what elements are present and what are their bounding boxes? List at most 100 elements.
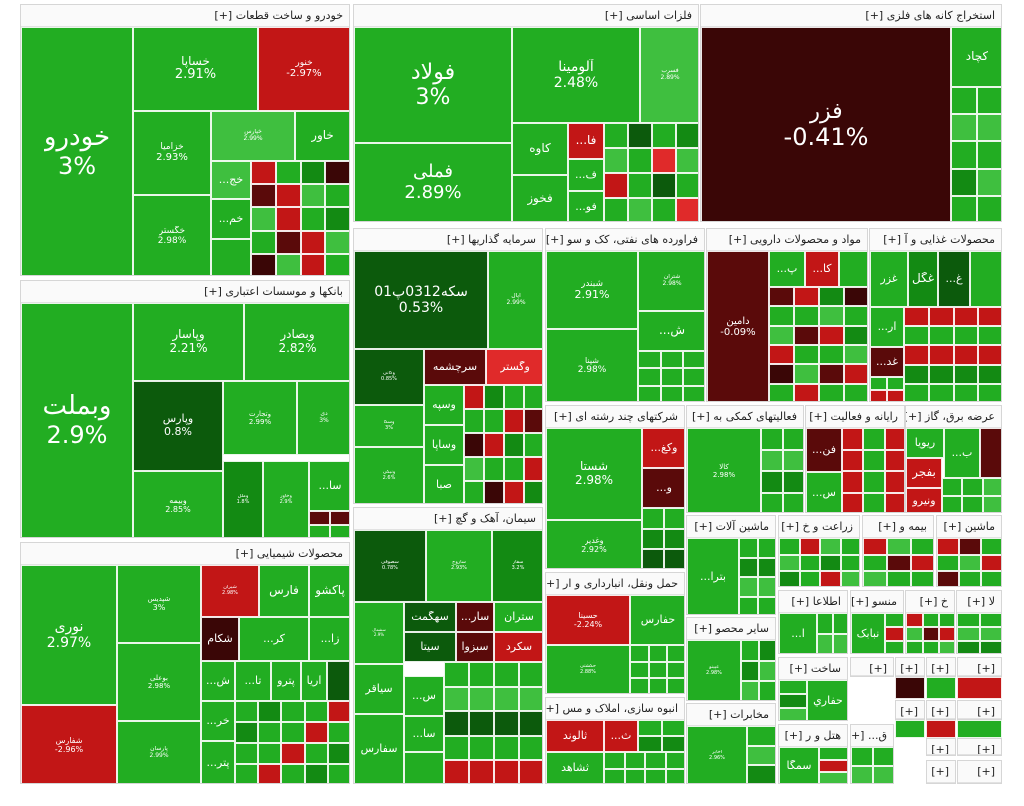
sector-machine2[interactable]: ماشین [+] (936, 515, 1002, 587)
stock-tile[interactable]: شفارس -2.96% (21, 705, 117, 783)
stock-tile[interactable] (884, 471, 904, 493)
stock-tile[interactable] (779, 680, 807, 694)
stock-tile[interactable] (951, 87, 977, 115)
stock-tile[interactable]: وبملت 2.9% (21, 303, 133, 537)
stock-tile[interactable]: دامین -0.09% (707, 251, 769, 401)
stock-tile[interactable] (275, 207, 301, 231)
sector-rayaneh[interactable]: رایانه و فعالیت [+] فن... س... (805, 405, 905, 513)
stock-tile[interactable] (519, 686, 542, 712)
stock-tile[interactable] (300, 161, 326, 185)
stock-tile[interactable] (652, 198, 676, 221)
sector-multi[interactable]: شرکتهای چند رشته ای [+] شستا 2.98% وکغ... و.… (545, 405, 685, 569)
stock-tile[interactable] (911, 538, 933, 555)
stock-tile[interactable] (911, 554, 933, 572)
stock-tile[interactable] (664, 549, 684, 568)
stock-tile[interactable] (799, 554, 820, 572)
stock-tile[interactable] (895, 677, 925, 699)
stock-tile[interactable]: تا... (235, 661, 271, 701)
stock-tile[interactable] (833, 634, 847, 653)
sector-mini[interactable]: [+] (926, 760, 956, 784)
stock-tile[interactable]: وپاسار 2.21% (133, 303, 244, 381)
stock-tile[interactable] (819, 306, 844, 326)
stock-tile[interactable] (819, 772, 847, 783)
sector-hotel[interactable]: هتل و ر [+] سمگا (778, 724, 848, 784)
stock-tile[interactable]: کر... (239, 617, 309, 661)
stock-tile[interactable] (779, 694, 807, 708)
stock-tile[interactable] (769, 287, 794, 307)
stock-tile[interactable] (978, 307, 1001, 327)
stock-tile[interactable] (926, 720, 956, 738)
stock-tile[interactable] (330, 525, 349, 537)
stock-tile[interactable]: سهگمت (404, 602, 456, 632)
stock-tile[interactable]: وپارس 0.8% (133, 381, 223, 471)
stock-tile[interactable] (863, 471, 885, 493)
stock-tile[interactable] (325, 253, 349, 275)
stock-tile[interactable] (977, 114, 1001, 142)
stock-tile[interactable] (844, 306, 867, 326)
stock-tile[interactable]: وسکا 3% (354, 405, 424, 447)
sector-cement[interactable]: سیمان، آهک و گچ [+] سصوفی 0.78% ساروج 2.93% س… (353, 507, 543, 784)
sector-title[interactable]: محصولات غذایی و آ [+] (870, 229, 1001, 251)
stock-tile[interactable]: فملی 2.89% (354, 143, 512, 221)
stock-tile[interactable] (300, 230, 326, 254)
stock-tile[interactable] (484, 481, 504, 503)
sector-title[interactable]: محصولات شیمیایی [+] (21, 543, 349, 565)
stock-tile[interactable] (662, 736, 684, 752)
stock-tile[interactable]: فولاد 3% (354, 27, 512, 143)
stock-tile[interactable] (794, 383, 819, 401)
stock-tile[interactable] (844, 325, 867, 345)
stock-tile[interactable] (937, 538, 959, 555)
stock-tile[interactable] (794, 364, 819, 384)
stock-tile[interactable] (281, 743, 305, 764)
stock-tile[interactable] (819, 364, 844, 384)
stock-tile[interactable] (794, 287, 819, 307)
stock-tile[interactable]: سکرد (494, 632, 542, 662)
stock-tile[interactable] (638, 736, 662, 752)
stock-tile[interactable] (863, 428, 885, 450)
sector-title[interactable]: [+] (927, 761, 955, 783)
stock-tile[interactable] (904, 383, 929, 401)
stock-tile[interactable] (884, 449, 904, 471)
stock-tile[interactable] (840, 538, 859, 555)
sector-pharma[interactable]: مواد و محصولات دارویی [+] دامین -0.09% پ...… (706, 228, 868, 402)
sector-gh[interactable]: ق... [+] (850, 724, 894, 784)
stock-tile[interactable] (819, 383, 844, 401)
stock-tile[interactable]: ثشاهد (546, 752, 604, 783)
stock-tile[interactable] (235, 722, 259, 743)
stock-tile[interactable] (942, 496, 963, 512)
stock-tile[interactable] (820, 571, 841, 586)
stock-tile[interactable] (769, 345, 794, 365)
stock-tile[interactable] (977, 87, 1001, 115)
stock-tile[interactable] (251, 184, 276, 208)
stock-tile[interactable]: سیتا (404, 632, 456, 662)
stock-tile[interactable]: پ... (769, 251, 805, 287)
stock-tile[interactable]: سصوفی 0.78% (354, 530, 426, 602)
stock-tile[interactable] (844, 345, 867, 365)
stock-tile[interactable]: فن... (806, 428, 842, 472)
stock-tile[interactable]: وملل 1.8% (223, 461, 263, 537)
stock-tile[interactable]: خج... (211, 161, 251, 199)
sector-banks[interactable]: بانکها و موسسات اعتباری [+] وبملت 2.9% وپاس… (20, 280, 350, 538)
sector-title[interactable]: بیمه و [+] (863, 516, 933, 538)
sector-metals[interactable]: فلزات اساسی [+] فولاد 3% آلومینا 2.48% فسرب 2.… (353, 4, 699, 222)
sector-mini[interactable]: [+] (957, 738, 1002, 756)
stock-tile[interactable]: بترا... (687, 538, 739, 614)
stock-tile[interactable]: حکشتی 2.88% (546, 645, 630, 693)
stock-tile[interactable]: شبندر 2.91% (546, 251, 638, 329)
stock-tile[interactable] (604, 148, 628, 173)
stock-tile[interactable]: شتران 2.98% (638, 251, 704, 311)
sector-title[interactable]: [+] (896, 701, 924, 719)
stock-tile[interactable] (981, 571, 1001, 586)
stock-tile[interactable] (652, 148, 676, 173)
stock-tile[interactable]: غگل (908, 251, 938, 307)
stock-tile[interactable] (980, 428, 1001, 478)
stock-tile[interactable]: فارس (259, 565, 309, 617)
stock-tile[interactable] (982, 496, 1001, 512)
stock-tile[interactable] (519, 662, 542, 687)
stock-tile[interactable]: فا... (568, 123, 604, 159)
stock-tile[interactable] (779, 571, 800, 586)
stock-tile[interactable] (469, 686, 494, 712)
stock-tile[interactable] (469, 735, 494, 761)
sector-auto[interactable]: خودرو و ساخت قطعات [+] خودرو 3% خساپا 2.91% خ… (20, 4, 350, 276)
stock-tile[interactable] (741, 660, 759, 682)
